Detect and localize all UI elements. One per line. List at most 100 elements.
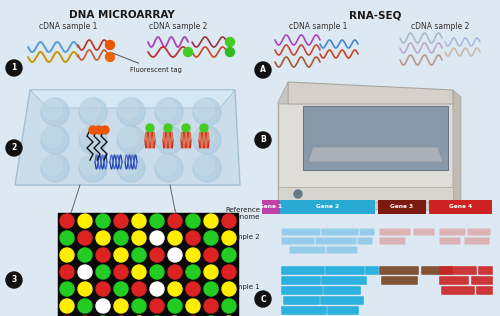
Circle shape bbox=[222, 214, 236, 228]
Circle shape bbox=[132, 265, 146, 279]
Text: cDNA sample 1: cDNA sample 1 bbox=[289, 22, 347, 31]
Text: cDNA sample 2: cDNA sample 2 bbox=[411, 22, 469, 31]
FancyBboxPatch shape bbox=[380, 238, 406, 245]
Text: Fluorescent tag: Fluorescent tag bbox=[112, 53, 182, 73]
Circle shape bbox=[95, 126, 103, 134]
Circle shape bbox=[114, 282, 128, 296]
FancyBboxPatch shape bbox=[281, 286, 323, 295]
Circle shape bbox=[78, 248, 92, 262]
Circle shape bbox=[168, 214, 182, 228]
Circle shape bbox=[41, 154, 69, 182]
Circle shape bbox=[60, 299, 74, 313]
Circle shape bbox=[168, 282, 182, 296]
Polygon shape bbox=[308, 147, 443, 162]
Circle shape bbox=[194, 127, 214, 147]
FancyBboxPatch shape bbox=[282, 238, 314, 245]
Circle shape bbox=[155, 126, 183, 154]
Circle shape bbox=[132, 282, 146, 296]
Circle shape bbox=[78, 265, 92, 279]
Circle shape bbox=[96, 282, 110, 296]
Circle shape bbox=[79, 154, 107, 182]
FancyBboxPatch shape bbox=[360, 228, 374, 235]
Circle shape bbox=[156, 99, 176, 119]
Circle shape bbox=[80, 155, 100, 175]
Circle shape bbox=[204, 282, 218, 296]
Bar bbox=[280, 200, 375, 214]
FancyBboxPatch shape bbox=[441, 286, 475, 295]
FancyBboxPatch shape bbox=[439, 276, 469, 285]
Circle shape bbox=[80, 99, 100, 119]
Circle shape bbox=[193, 126, 221, 154]
FancyBboxPatch shape bbox=[478, 266, 493, 275]
Text: DNA MICROARRAY: DNA MICROARRAY bbox=[69, 10, 175, 20]
FancyBboxPatch shape bbox=[380, 228, 410, 235]
Circle shape bbox=[226, 47, 234, 57]
Text: C: C bbox=[260, 295, 266, 303]
Circle shape bbox=[204, 214, 218, 228]
Text: Gene 1: Gene 1 bbox=[260, 204, 282, 210]
Circle shape bbox=[146, 124, 154, 132]
Text: cDNA sample 2: cDNA sample 2 bbox=[149, 22, 207, 31]
Text: 3: 3 bbox=[12, 276, 16, 284]
Circle shape bbox=[255, 291, 271, 307]
Circle shape bbox=[60, 214, 74, 228]
FancyBboxPatch shape bbox=[468, 228, 490, 235]
Circle shape bbox=[89, 126, 97, 134]
Text: 1: 1 bbox=[12, 64, 16, 72]
Circle shape bbox=[42, 99, 62, 119]
Circle shape bbox=[114, 248, 128, 262]
Circle shape bbox=[96, 214, 110, 228]
FancyBboxPatch shape bbox=[471, 276, 493, 285]
Polygon shape bbox=[278, 102, 453, 202]
Text: Gene 2: Gene 2 bbox=[316, 204, 339, 210]
Circle shape bbox=[118, 155, 138, 175]
Circle shape bbox=[60, 282, 74, 296]
Circle shape bbox=[101, 126, 109, 134]
Circle shape bbox=[155, 154, 183, 182]
Circle shape bbox=[150, 248, 164, 262]
Circle shape bbox=[168, 231, 182, 245]
Circle shape bbox=[204, 265, 218, 279]
Circle shape bbox=[118, 99, 138, 119]
Circle shape bbox=[155, 98, 183, 126]
Bar bbox=[429, 200, 492, 214]
FancyBboxPatch shape bbox=[323, 286, 361, 295]
Circle shape bbox=[132, 248, 146, 262]
Circle shape bbox=[117, 98, 145, 126]
Polygon shape bbox=[303, 106, 448, 170]
Circle shape bbox=[78, 214, 92, 228]
Bar bbox=[378, 200, 426, 214]
Circle shape bbox=[96, 265, 110, 279]
Circle shape bbox=[150, 265, 164, 279]
Text: Sample 2: Sample 2 bbox=[228, 234, 260, 240]
Polygon shape bbox=[15, 90, 240, 185]
Circle shape bbox=[184, 47, 192, 57]
FancyBboxPatch shape bbox=[379, 266, 419, 275]
Circle shape bbox=[132, 214, 146, 228]
Circle shape bbox=[78, 299, 92, 313]
Text: Gene 4: Gene 4 bbox=[449, 204, 472, 210]
Polygon shape bbox=[278, 202, 461, 210]
Circle shape bbox=[222, 248, 236, 262]
FancyBboxPatch shape bbox=[439, 266, 477, 275]
Bar bbox=[262, 200, 280, 214]
Circle shape bbox=[255, 132, 271, 148]
Circle shape bbox=[168, 265, 182, 279]
Circle shape bbox=[60, 265, 74, 279]
Circle shape bbox=[204, 248, 218, 262]
Circle shape bbox=[60, 231, 74, 245]
FancyBboxPatch shape bbox=[321, 276, 367, 285]
Circle shape bbox=[156, 155, 176, 175]
Text: cDNA sample 1: cDNA sample 1 bbox=[39, 22, 97, 31]
FancyBboxPatch shape bbox=[281, 306, 327, 315]
Text: A: A bbox=[260, 65, 266, 75]
FancyBboxPatch shape bbox=[325, 266, 365, 275]
Circle shape bbox=[132, 299, 146, 313]
Circle shape bbox=[193, 98, 221, 126]
Circle shape bbox=[150, 214, 164, 228]
Polygon shape bbox=[453, 90, 461, 210]
Polygon shape bbox=[288, 82, 453, 104]
Circle shape bbox=[222, 299, 236, 313]
Text: Reference
genome: Reference genome bbox=[225, 206, 260, 220]
Circle shape bbox=[132, 231, 146, 245]
